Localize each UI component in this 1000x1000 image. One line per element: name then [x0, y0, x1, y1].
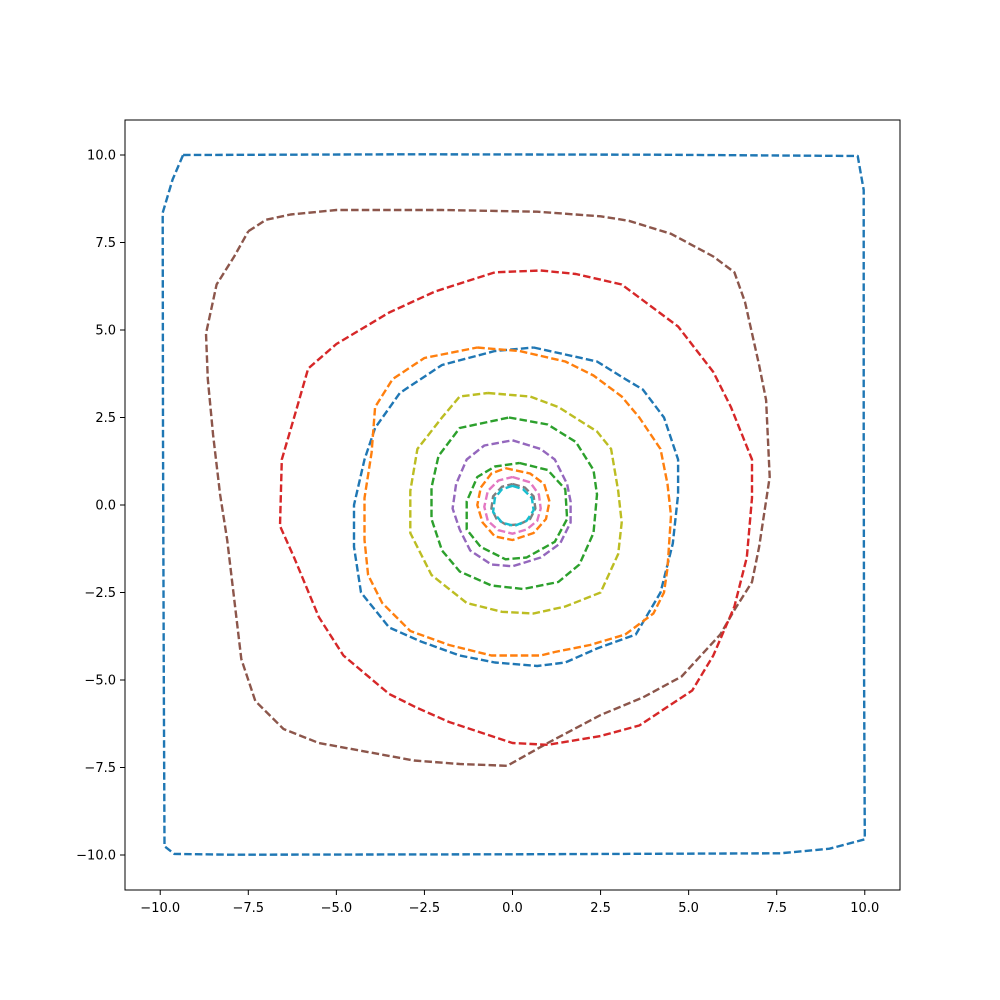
x-tick-label: 2.5 [590, 901, 611, 916]
y-tick-label: −2.5 [84, 586, 116, 601]
series-line-2 [278, 269, 754, 746]
y-axis-ticks: −10.0 −7.5 −5.0 −2.5 0.0 2.5 5.0 7.5 10.0 [76, 149, 125, 864]
series-line-10 [483, 475, 542, 535]
y-tick-label: −5.0 [84, 674, 116, 689]
series-line-6 [430, 416, 599, 591]
x-tick-label: 7.5 [766, 901, 787, 916]
y-tick-label: 5.0 [95, 324, 116, 339]
series-line-5 [409, 391, 623, 615]
series-line-4 [363, 346, 673, 657]
x-tick-label: 10.0 [850, 901, 879, 916]
series-line-1 [204, 208, 771, 767]
y-tick-label: 7.5 [95, 236, 116, 251]
x-tick-label: −5.0 [321, 901, 353, 916]
x-tick-label: −2.5 [409, 901, 441, 916]
x-axis-ticks: −10.0 −7.5 −5.0 −2.5 0.0 2.5 5.0 7.5 10.0 [140, 890, 879, 916]
y-tick-label: 10.0 [87, 149, 116, 164]
y-tick-label: 0.0 [95, 499, 116, 514]
x-tick-label: 0.0 [502, 901, 523, 916]
x-tick-label: 5.0 [678, 901, 699, 916]
series-line-3 [352, 346, 680, 668]
y-tick-label: 2.5 [95, 411, 116, 426]
series-line-0 [161, 153, 866, 856]
series-line-11 [490, 482, 537, 527]
axes-frame [124, 119, 901, 891]
plot-lines [161, 153, 866, 856]
series-line-7 [451, 439, 572, 568]
x-tick-label: −7.5 [233, 901, 265, 916]
x-tick-label: −10.0 [140, 901, 180, 916]
series-line-9 [476, 467, 551, 542]
y-tick-label: −7.5 [84, 761, 116, 776]
series-line-8 [465, 461, 569, 561]
y-tick-label: −10.0 [76, 849, 116, 864]
